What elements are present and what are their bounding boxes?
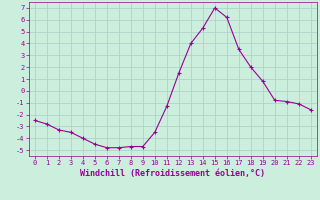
X-axis label: Windchill (Refroidissement éolien,°C): Windchill (Refroidissement éolien,°C)	[80, 169, 265, 178]
